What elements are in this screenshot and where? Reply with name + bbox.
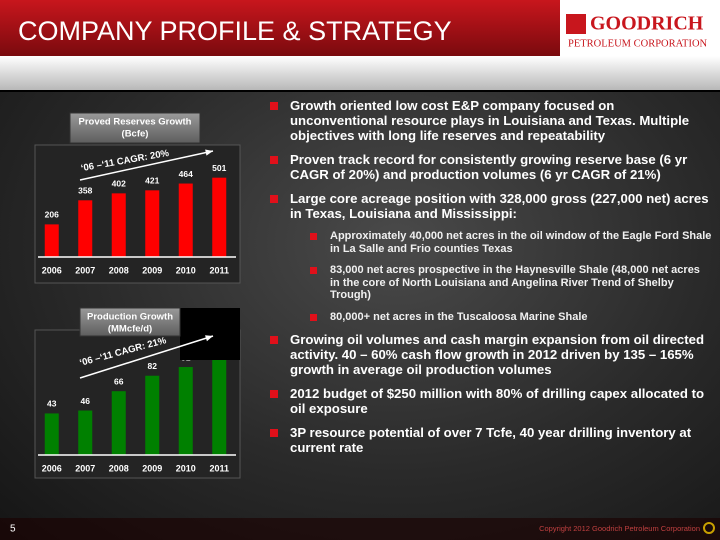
cagr-arrow: [79, 150, 214, 181]
x-tick-label: 2008: [109, 265, 129, 275]
chart-title-box: [79, 307, 181, 337]
header-strip: [0, 56, 720, 90]
x-tick-label: 2010: [176, 265, 196, 275]
bullet: 3P resource potential of over 7 Tcfe, 40…: [266, 425, 712, 455]
x-tick-label: 2007: [75, 463, 95, 473]
bar: [111, 193, 126, 257]
slide-title: COMPANY PROFILE & STRATEGY: [18, 16, 452, 46]
bar: [78, 410, 93, 455]
bar: [78, 200, 93, 257]
data-label: 421: [145, 176, 159, 186]
bullet: Growth oriented low cost E&P company foc…: [266, 98, 712, 143]
data-label: 358: [78, 186, 92, 196]
bar: [178, 367, 193, 455]
footer-band: [0, 518, 720, 540]
x-tick-label: 2007: [75, 265, 95, 275]
sub-bullet: 80,000+ net acres in the Tuscaloosa Mari…: [266, 311, 712, 324]
sub-bullet: 83,000 net acres prospective in the Hayn…: [266, 264, 712, 302]
chart-panel: [34, 144, 241, 284]
logo-box: [560, 0, 720, 56]
cagr-arrowhead: [205, 335, 213, 342]
bar: [145, 190, 160, 257]
data-label: 501: [212, 163, 226, 173]
x-tick-label: 2010: [176, 463, 196, 473]
logo-subtext: PETROLEUM CORPORATION: [568, 38, 708, 49]
logo-icon: [566, 14, 586, 34]
divider: [0, 90, 720, 92]
bullet: Large core acreage position with 328,000…: [266, 191, 712, 221]
title-shadow-box: [180, 308, 240, 360]
bar: [111, 391, 126, 455]
bar: [44, 224, 59, 257]
footer-icon: [703, 522, 715, 534]
chart-subtitle: (MMcfe/d): [108, 324, 152, 335]
copyright: Copyright 2012 Goodrich Petroleum Corpor…: [539, 524, 700, 533]
x-tick-label: 2008: [109, 463, 129, 473]
logo-text: GOODRICH: [590, 13, 704, 35]
cagr-arrowhead: [205, 149, 213, 156]
page-number: 5: [10, 524, 16, 535]
data-label: 206: [45, 210, 59, 220]
bar: [44, 413, 59, 455]
chart-title: Proved Reserves Growth: [79, 117, 192, 128]
bar: [212, 177, 227, 257]
bar: [212, 358, 227, 455]
sub-bullet: Approximately 40,000 net acres in the oi…: [266, 230, 712, 255]
data-label: 46: [81, 396, 91, 406]
bullet: Proven track record for consistently gro…: [266, 152, 712, 182]
data-label: 82: [148, 361, 158, 371]
bar: [178, 183, 193, 257]
data-label: 66: [114, 376, 124, 386]
data-label: 402: [112, 179, 126, 189]
chart-subtitle: (Bcfe): [122, 129, 149, 140]
bullet: 2012 budget of $250 million with 80% of …: [266, 386, 712, 416]
data-label: 43: [47, 399, 57, 409]
data-label: 464: [179, 169, 193, 179]
bar: [145, 375, 160, 455]
bullet: Growing oil volumes and cash margin expa…: [266, 332, 712, 377]
x-tick-label: 2009: [142, 265, 162, 275]
bullet-list: Growth oriented low cost E&P company foc…: [266, 98, 712, 464]
x-tick-label: 2009: [142, 463, 162, 473]
chart-title: Production Growth: [87, 312, 173, 323]
x-tick-label: 2011: [209, 463, 229, 473]
x-tick-label: 2006: [42, 463, 62, 473]
cagr-arrow: [79, 335, 214, 379]
x-tick-label: 2006: [42, 265, 62, 275]
chart-title-box: [69, 112, 201, 144]
x-tick-label: 2011: [209, 265, 229, 275]
